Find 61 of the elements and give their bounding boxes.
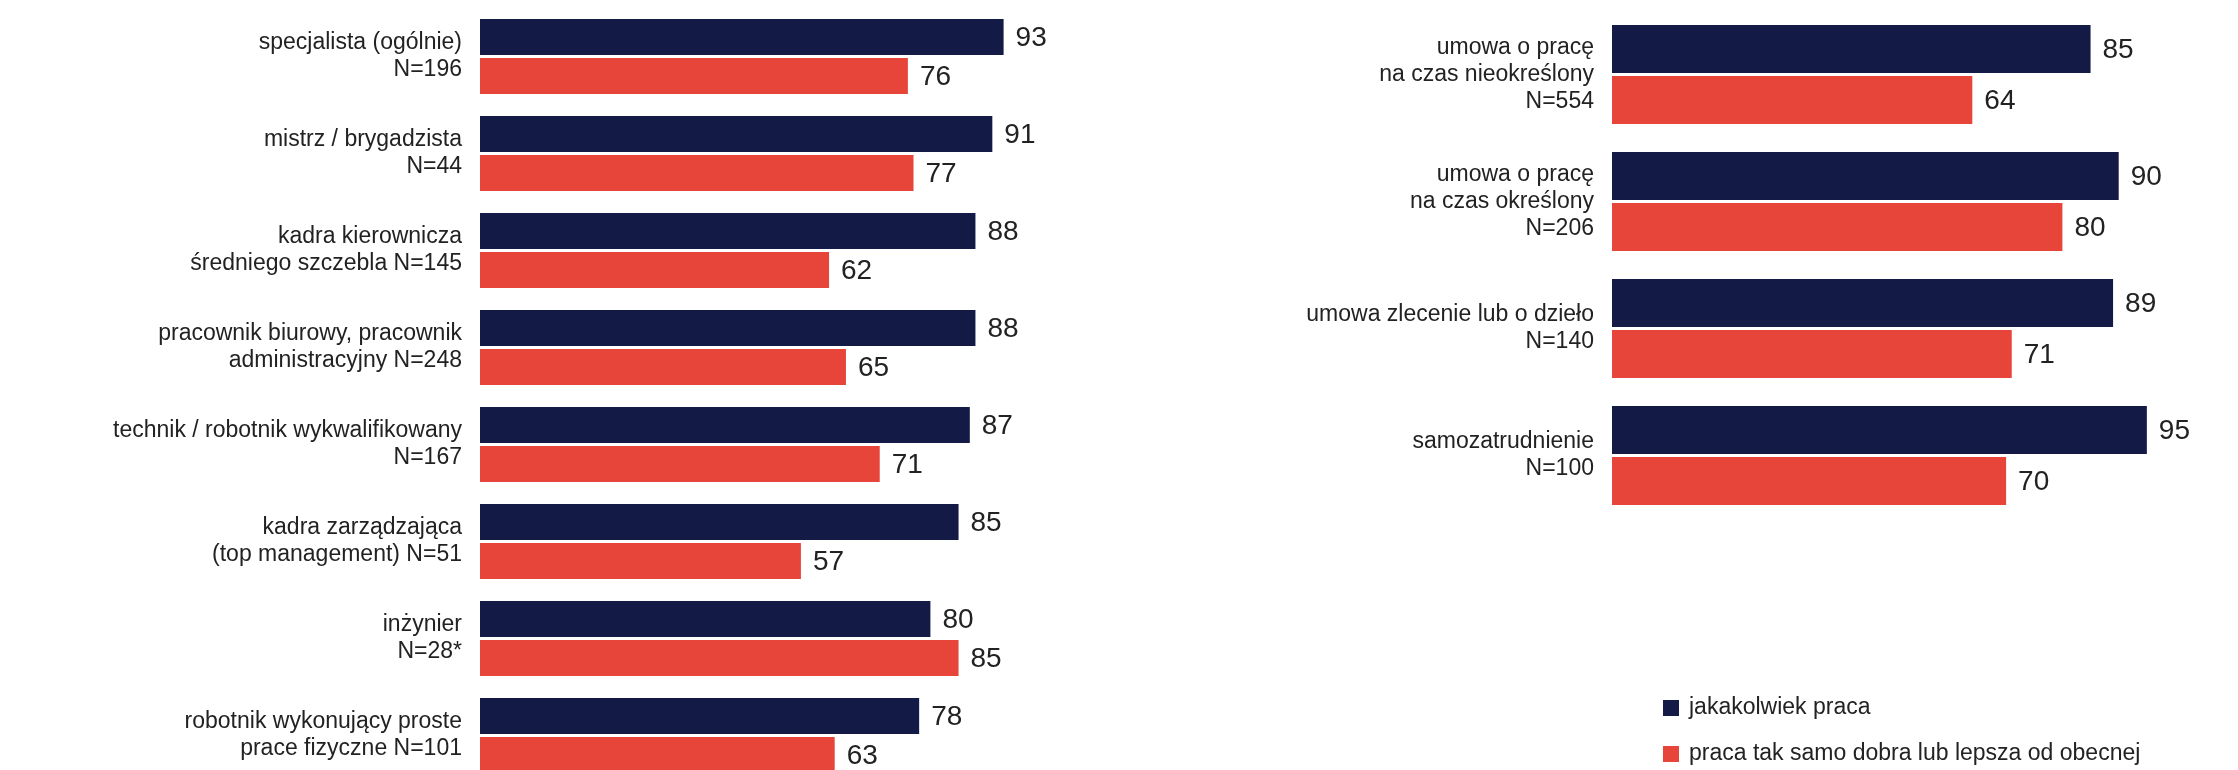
data-label: 85 xyxy=(970,506,1002,538)
legend-label: praca tak samo dobra lub lepsza od obecnej xyxy=(1689,739,2141,766)
bar xyxy=(1612,406,2147,454)
y-tick-label: umowa zlecenie lub o dzieło N=140 xyxy=(1306,300,1594,354)
bar xyxy=(1612,203,2063,251)
y-tick-label: umowa o pracę na czas nieokreślony N=554 xyxy=(1379,32,1595,113)
bar xyxy=(480,58,908,94)
y-tick-label: specjalista (ogólnie) N=196 xyxy=(258,28,462,82)
data-label: 71 xyxy=(891,448,923,480)
data-label: 88 xyxy=(987,215,1019,247)
bar xyxy=(480,640,959,676)
bar xyxy=(1612,25,2091,73)
data-label: 95 xyxy=(2158,414,2191,446)
data-label: 93 xyxy=(1015,21,1047,53)
data-label: 62 xyxy=(841,254,873,286)
legend-label: jakakolwiek praca xyxy=(1688,693,1871,720)
bar xyxy=(480,213,976,249)
bar xyxy=(480,310,976,346)
bar xyxy=(480,252,830,288)
bar xyxy=(480,446,880,482)
bar xyxy=(1612,457,2007,505)
y-tick-label: samozatrudnienie N=100 xyxy=(1412,427,1594,481)
data-label: 90 xyxy=(2130,160,2162,192)
data-label: 85 xyxy=(2102,33,2134,65)
data-label: 87 xyxy=(981,409,1013,441)
y-tick-label: umowa o pracę na czas określony N=206 xyxy=(1409,159,1595,240)
y-tick-label: kadra kierownicza średniego szczebla N=145 xyxy=(190,222,463,276)
bar xyxy=(480,19,1004,55)
bar xyxy=(1612,152,2119,200)
data-label: 80 xyxy=(2074,211,2106,243)
y-tick-label: mistrz / brygadzista N=44 xyxy=(263,125,463,179)
bar xyxy=(1612,76,1973,124)
data-label: 91 xyxy=(1004,118,1036,150)
data-label: 78 xyxy=(931,700,963,732)
bar xyxy=(1612,330,2012,378)
bar xyxy=(480,698,920,734)
data-label: 65 xyxy=(857,351,890,383)
bar xyxy=(480,504,959,540)
data-label: 85 xyxy=(970,642,1002,674)
data-label: 57 xyxy=(812,545,845,577)
data-label: 64 xyxy=(1984,84,2016,116)
data-label: 89 xyxy=(2125,287,2157,319)
bar xyxy=(480,543,801,579)
data-label: 80 xyxy=(942,603,974,635)
y-tick-label: inżynier N=28* xyxy=(382,610,463,664)
data-label: 88 xyxy=(987,312,1019,344)
y-tick-label: robotnik wykonujący proste prace fizyczne N=101 xyxy=(184,707,462,761)
y-tick-label: pracownik biurowy, pracownik administracyjny N=248 xyxy=(158,319,463,373)
bar xyxy=(480,155,914,191)
data-label: 63 xyxy=(846,739,878,770)
bar xyxy=(480,116,993,152)
data-label: 71 xyxy=(2023,338,2055,370)
data-label: 70 xyxy=(2018,465,2050,497)
bar xyxy=(480,407,970,443)
bar xyxy=(1612,279,2114,327)
bar xyxy=(480,601,931,637)
data-label: 77 xyxy=(925,157,957,189)
y-tick-label: kadra zarządzająca (top management) N=51 xyxy=(212,513,463,567)
y-tick-label: technik / robotnik wykwalifikowany N=167 xyxy=(113,416,463,470)
data-label: 76 xyxy=(919,60,952,92)
bar xyxy=(480,349,846,385)
